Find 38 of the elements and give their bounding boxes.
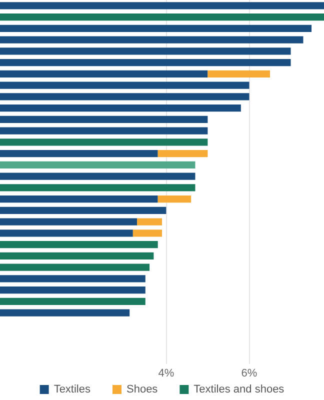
- bar: [0, 104, 241, 112]
- legend-label: Textiles and shoes: [194, 384, 285, 396]
- bar: [0, 127, 208, 134]
- bar: [0, 138, 208, 146]
- legend-label: Textiles: [54, 384, 91, 396]
- bar: [0, 309, 130, 316]
- bar: [0, 70, 208, 78]
- bar: [0, 93, 250, 100]
- bar: [0, 275, 146, 282]
- bar: [0, 264, 150, 271]
- bar: [0, 48, 291, 55]
- bar: [132, 230, 162, 237]
- legend-label: Shoes: [126, 384, 158, 396]
- bar: [0, 172, 196, 180]
- bar: [208, 70, 270, 78]
- bar: [0, 286, 146, 294]
- bar: [0, 230, 133, 237]
- bar: [0, 82, 250, 89]
- bar: [0, 14, 324, 21]
- x-tick-label: 4%: [158, 368, 174, 380]
- bar: [0, 36, 304, 44]
- bar: [0, 24, 312, 32]
- bar: [0, 252, 154, 260]
- bar: [0, 59, 291, 66]
- bar: [0, 196, 158, 203]
- bar: [0, 218, 138, 226]
- bar: [0, 298, 146, 305]
- bar: [0, 241, 158, 248]
- bar: [137, 218, 162, 226]
- bar: [0, 161, 196, 168]
- bar: [158, 150, 208, 158]
- bar: [0, 206, 166, 214]
- bar: [0, 150, 158, 158]
- bar: [0, 184, 196, 192]
- bar: [0, 116, 208, 123]
- bar: [158, 196, 192, 203]
- bar: [0, 2, 324, 10]
- x-tick-label: 6%: [241, 368, 258, 380]
